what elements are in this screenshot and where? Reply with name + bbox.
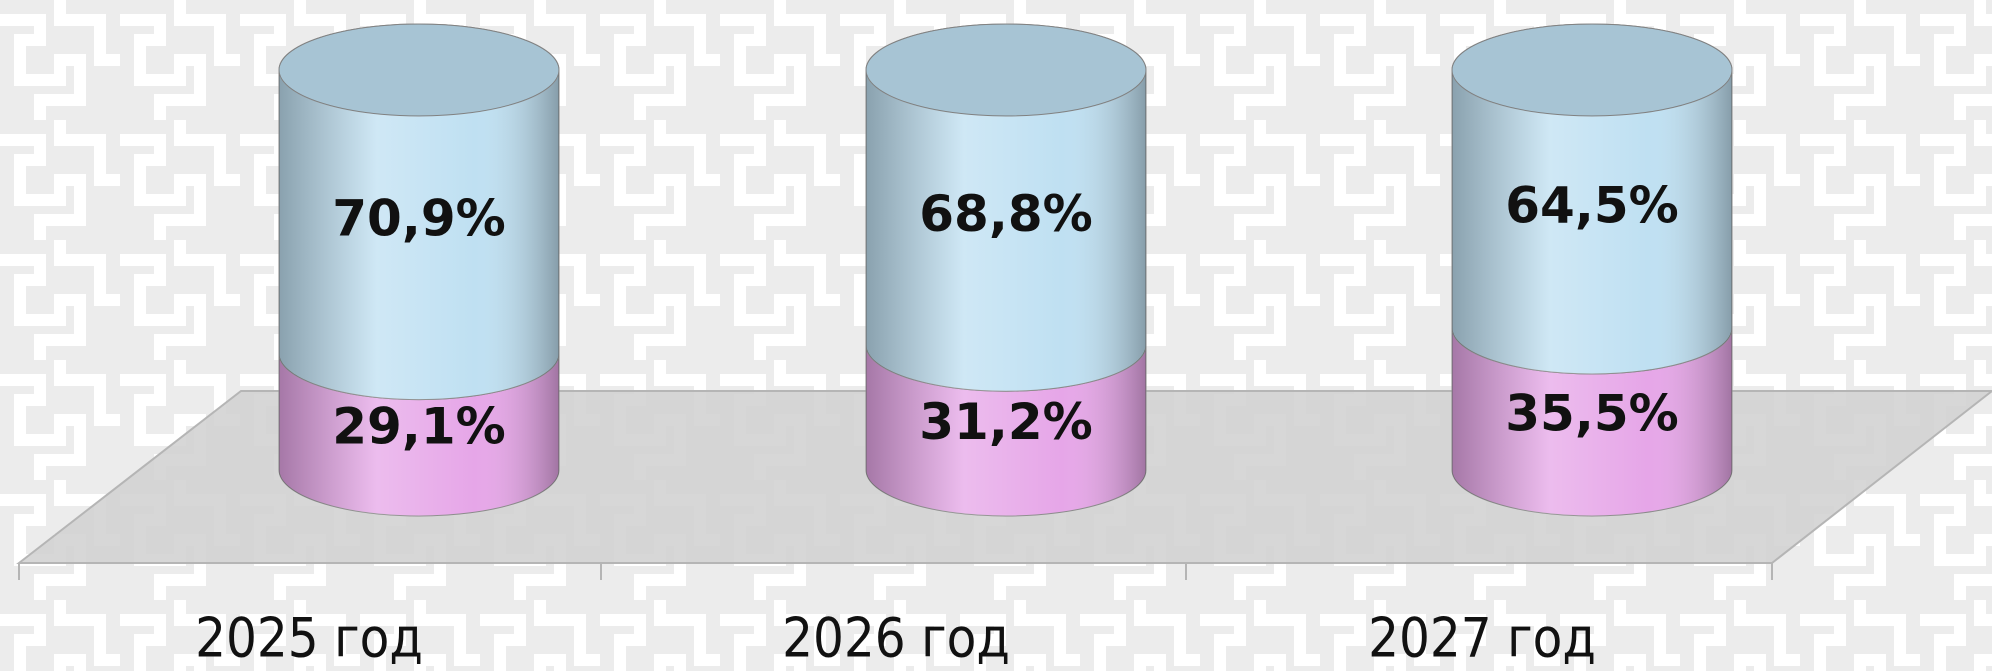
- segment-top-shading: [1452, 24, 1732, 116]
- x-tick-label: 2026 год: [782, 607, 1010, 670]
- segment-shading: [1452, 24, 1732, 374]
- data-label: 70,9%: [332, 189, 505, 247]
- segment-top: [1451, 23, 1733, 117]
- data-label: 29,1%: [332, 397, 505, 455]
- x-tick-label: 2027 год: [1368, 607, 1596, 670]
- segment-shading: [279, 24, 559, 400]
- segment-shading: [866, 24, 1146, 392]
- data-label: 64,5%: [1505, 177, 1678, 235]
- segment-top-shading: [866, 24, 1146, 116]
- segment-top: [278, 23, 560, 117]
- data-label: 35,5%: [1505, 385, 1678, 443]
- data-label: 31,2%: [919, 393, 1092, 451]
- x-tick-label: 2025 год: [195, 607, 423, 670]
- data-label: 68,8%: [919, 185, 1092, 243]
- segment-top-shading: [279, 24, 559, 116]
- segment-top: [865, 23, 1147, 117]
